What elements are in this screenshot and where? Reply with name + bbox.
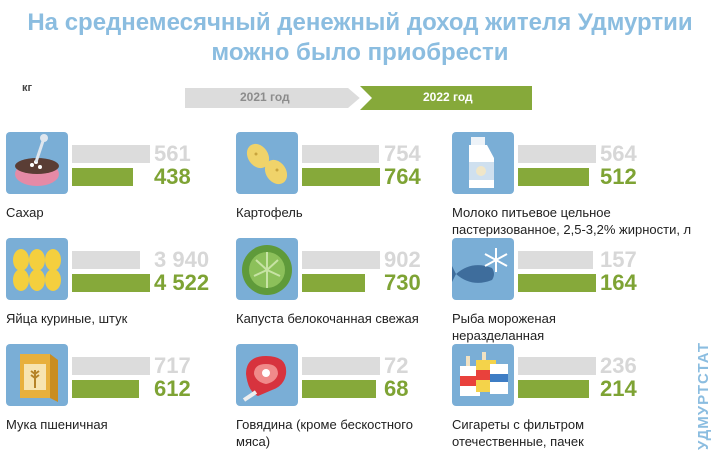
source-label: УДМУРТСТАТ [695, 342, 712, 450]
bar-2022 [302, 274, 365, 292]
fish-icon [452, 238, 514, 300]
bar-2021 [302, 251, 380, 269]
category-label: Мука пшеничная [6, 417, 108, 432]
page-title: На среднемесячный денежный доход жителя … [0, 8, 720, 68]
value-2022: 512 [600, 164, 637, 189]
bar-2021 [302, 145, 379, 163]
bar-2021 [302, 357, 380, 375]
bar-2021 [518, 357, 596, 375]
bar-2021 [72, 357, 150, 375]
value-2022: 4 522 [154, 270, 210, 295]
bar-2022 [518, 380, 589, 398]
category-label: Сигареты с фильтром отечественные, пачек [452, 417, 585, 449]
value-2021: 72 [384, 353, 409, 378]
legend-2022-arrow [360, 86, 532, 110]
category-label: Яйца куриные, штук [6, 311, 128, 326]
value-2021: 564 [600, 141, 637, 166]
legend-2022-label: 2022 год [423, 90, 473, 104]
cabbage-icon [236, 238, 298, 300]
value-2021: 157 [600, 247, 637, 272]
potato-icon [236, 132, 298, 194]
title-line-2: можно было приобрести [211, 39, 509, 66]
unit-label: кг [22, 82, 33, 94]
beef-icon [236, 344, 298, 406]
category-label: Капуста белокочанная свежая [236, 311, 419, 326]
value-2022: 214 [600, 376, 637, 401]
product-item: 157 164 Рыба мороженая неразделанная [452, 238, 682, 343]
product-item: 561 438 Сахар [6, 132, 236, 237]
cigarettes-icon [452, 344, 514, 406]
bar-2021 [72, 251, 140, 269]
legend-2021-arrow [185, 88, 364, 108]
category-label: Сахар [6, 205, 44, 220]
product-item: 754 764 Картофель [236, 132, 466, 237]
title-line-1: На среднемесячный денежный доход жителя … [27, 9, 693, 36]
legend [185, 84, 532, 112]
bar-2022 [72, 380, 139, 398]
bar-2022 [72, 168, 133, 186]
product-item: 236 214 Сигареты с фильтром отечественные,… [452, 344, 682, 449]
category-label: Картофель [236, 205, 303, 220]
value-2021: 561 [154, 141, 191, 166]
value-2021: 754 [384, 141, 421, 166]
legend-arrow-edge [347, 84, 365, 112]
sugar-bowl-icon [6, 132, 68, 194]
product-item: 717 612 Мука пшеничная [6, 344, 236, 449]
value-2021: 902 [384, 247, 421, 272]
milk-bottle-icon [452, 132, 514, 194]
bar-2022 [302, 380, 376, 398]
value-2022: 68 [384, 376, 409, 401]
product-item: 902 730 Капуста белокочанная свежая [236, 238, 466, 343]
product-item: 3 940 4 522 Яйца куриные, штук [6, 238, 236, 343]
product-item: 72 68 Говядина (кроме бескостного мяса) [236, 344, 466, 449]
bar-2021 [518, 145, 596, 163]
eggs-icon [6, 238, 68, 300]
value-2021: 717 [154, 353, 191, 378]
product-item: 564 512 Молоко питьевое цельное пастеризов… [452, 132, 691, 237]
value-2022: 612 [154, 376, 191, 401]
bar-2021 [72, 145, 150, 163]
value-2021: 236 [600, 353, 637, 378]
flour-bag-icon [6, 344, 68, 406]
bar-2022 [518, 274, 596, 292]
bar-2022 [72, 274, 150, 292]
value-2022: 164 [600, 270, 637, 295]
value-2022: 438 [154, 164, 191, 189]
value-2021: 3 940 [154, 247, 210, 272]
category-label: Молоко питьевое цельное пастеризованное,… [452, 205, 692, 237]
bar-2021 [518, 251, 593, 269]
value-2022: 730 [384, 270, 421, 295]
category-label: Рыба мороженая неразделанная [452, 311, 556, 343]
category-label: Говядина (кроме бескостного мяса) [236, 417, 413, 449]
value-2022: 764 [384, 164, 421, 189]
bar-2022 [302, 168, 380, 186]
legend-2021-label: 2021 год [240, 90, 290, 104]
bar-2022 [518, 168, 589, 186]
